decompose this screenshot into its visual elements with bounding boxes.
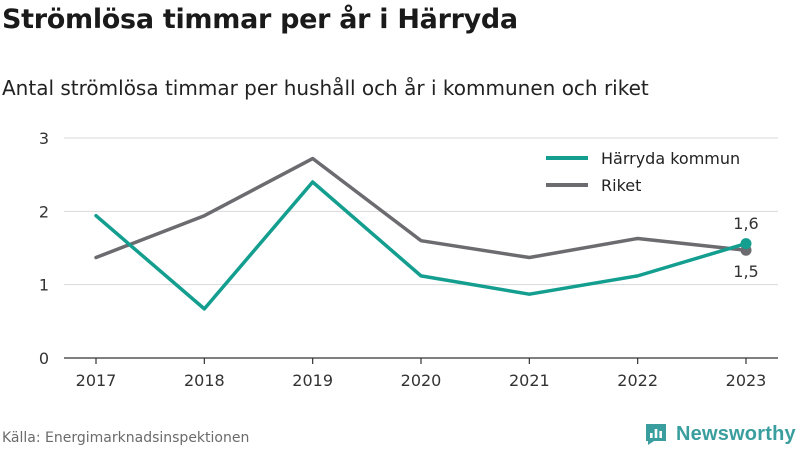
x-tick-label: 2023 [726,371,767,390]
x-tick-label: 2020 [401,371,442,390]
series-line-harryda [94,180,748,311]
newsworthy-logo-icon [646,424,666,445]
x-tick-label: 2021 [509,371,550,390]
x-tick-label: 2017 [76,371,117,390]
y-tick-label: 1 [39,276,49,295]
x-tick-label: 2019 [292,371,333,390]
chart-title: Strömlösa timmar per år i Härryda [2,4,518,35]
end-value-label: 1,6 [733,214,758,233]
legend-label: Riket [601,176,641,195]
brand-name: Newsworthy [676,422,796,445]
y-tick-label: 2 [39,202,49,221]
end-value-label: 1,5 [733,262,758,281]
x-tick-label: 2018 [184,371,225,390]
brand-logo: Newsworthy [644,421,796,447]
series-line-riket [94,156,748,260]
y-tick-label: 3 [39,129,49,148]
x-tick-label: 2022 [617,371,658,390]
source-note: Källa: Energimarknadsinspektionen [2,430,250,446]
legend-label: Härryda kommun [601,149,740,168]
chart-subtitle: Antal strömlösa timmar per hushåll och å… [2,76,649,100]
y-tick-label: 0 [39,349,49,368]
series-end-point-harryda [740,238,752,250]
